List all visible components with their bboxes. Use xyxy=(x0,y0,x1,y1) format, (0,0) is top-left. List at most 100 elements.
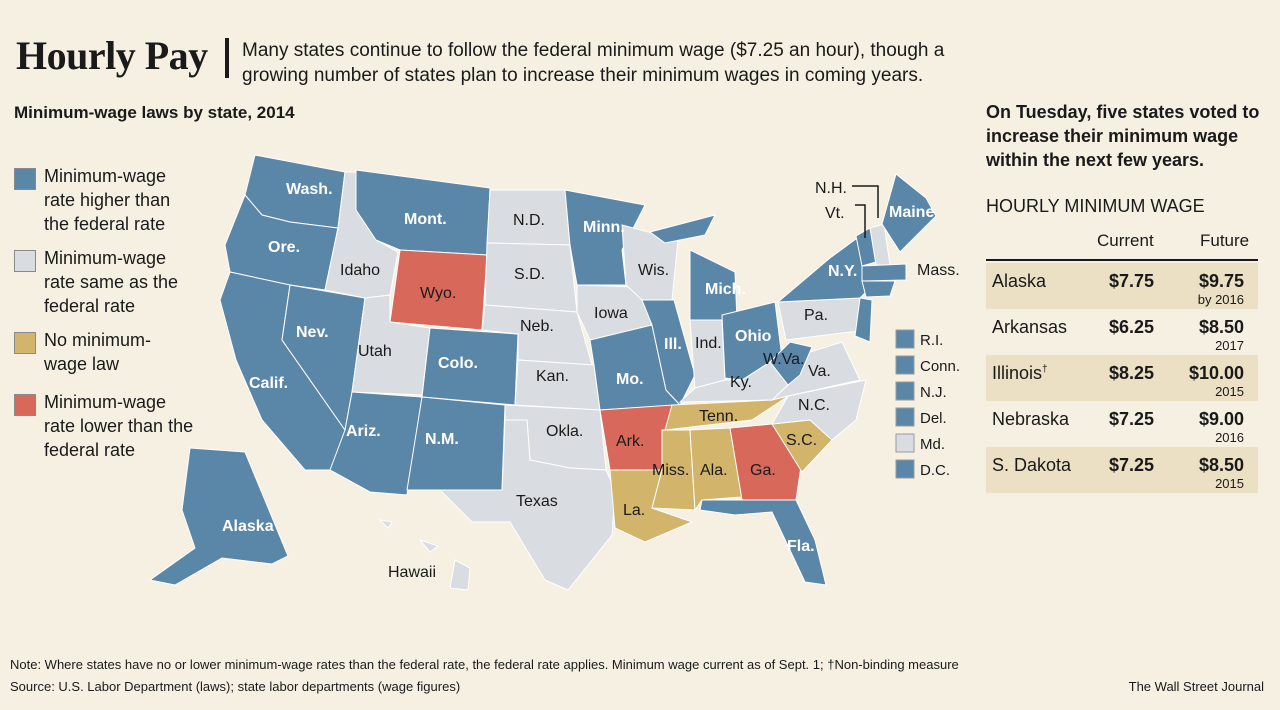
headline: Hourly Pay xyxy=(16,33,208,78)
current-wage: $7.25 xyxy=(1108,409,1154,429)
small-state-swatch xyxy=(895,329,915,349)
label-wash: Wash. xyxy=(286,181,333,198)
label-sc: S.C. xyxy=(786,432,817,449)
effective-year: 2016 xyxy=(1215,430,1244,445)
source-line: Source: U.S. Labor Department (laws); st… xyxy=(10,679,461,694)
vote-text: On Tuesday, five states voted to increas… xyxy=(986,102,1260,170)
state-fla xyxy=(699,499,827,586)
label-ark: Ark. xyxy=(616,433,644,450)
state-mass xyxy=(861,280,896,298)
state-ala xyxy=(689,427,743,512)
legend-swatch xyxy=(14,332,36,354)
state-mass xyxy=(861,263,907,282)
legend-swatch xyxy=(14,394,36,416)
label-nev: Nev. xyxy=(296,324,329,341)
label-kan: Kan. xyxy=(536,368,569,385)
label-ill: Ill. xyxy=(664,336,682,353)
small-state-label: N.J. xyxy=(920,384,947,401)
state-name: Illinois† xyxy=(992,363,1048,384)
state-name: Arkansas xyxy=(992,317,1067,338)
label-mass: Mass. xyxy=(917,262,960,279)
credit: The Wall Street Journal xyxy=(1128,679,1264,694)
legend-item-lower: Minimum-wage rate lower than the federal… xyxy=(14,390,194,462)
small-state-label: Md. xyxy=(920,436,945,453)
state-text: Nebraska xyxy=(992,409,1070,429)
label-idaho: Idaho xyxy=(340,262,380,279)
current-wage: $7.25 xyxy=(1108,455,1154,475)
footnote-mark: † xyxy=(1042,364,1048,375)
label-utah: Utah xyxy=(358,343,392,360)
label-calif: Calif. xyxy=(249,375,288,392)
current-wage: $7.75 xyxy=(1108,271,1154,291)
state-nj xyxy=(854,297,873,343)
small-state-label: D.C. xyxy=(920,462,950,479)
state-wva xyxy=(769,341,813,386)
legend-label: Minimum-wage rate lower than the federal… xyxy=(44,392,194,460)
state-name: S. Dakota xyxy=(992,455,1071,476)
state-text: Arkansas xyxy=(992,317,1068,337)
current-wage: $8.25 xyxy=(1108,363,1154,383)
small-state-label: R.I. xyxy=(920,332,943,349)
label-miss: Miss. xyxy=(652,462,689,479)
effective-year: 2017 xyxy=(1215,338,1244,353)
label-fla: Fla. xyxy=(787,538,815,555)
state-hawaii xyxy=(418,538,440,553)
state-name: Nebraska xyxy=(992,409,1069,430)
label-nc: N.C. xyxy=(798,397,830,414)
label-nm: N.M. xyxy=(425,431,459,448)
label-ore: Ore. xyxy=(268,239,300,256)
current-wage: $6.25 xyxy=(1108,317,1154,337)
table-row: Arkansas $6.25 $8.50 2017 xyxy=(986,309,1258,355)
legend-item-none: No minimum-wage law xyxy=(14,328,174,376)
leader-lines xyxy=(852,185,879,238)
label-tenn: Tenn. xyxy=(699,408,738,425)
title-divider xyxy=(225,38,229,78)
legend-label: Minimum-wage rate higher than the federa… xyxy=(44,166,171,234)
label-neb: Neb. xyxy=(520,318,554,335)
label-wis: Wis. xyxy=(638,262,669,279)
small-state-swatch xyxy=(895,433,915,453)
subtitle: Many states continue to follow the feder… xyxy=(242,40,945,86)
label-iowa: Iowa xyxy=(594,305,628,322)
label-minn: Minn. xyxy=(583,219,625,236)
label-mich: Mich. xyxy=(705,281,746,298)
state-nc xyxy=(771,379,867,441)
state-name: Alaska xyxy=(992,271,1046,292)
state-text: S. Dakota xyxy=(992,455,1072,475)
label-ky: Ky. xyxy=(730,374,752,391)
state-text: Illinois xyxy=(992,363,1043,383)
small-state-swatch xyxy=(895,381,915,401)
label-ga: Ga. xyxy=(750,462,776,479)
column-header-future: Future xyxy=(1200,231,1250,250)
small-state-swatch xyxy=(895,459,915,479)
future-wage: $8.50 xyxy=(1198,317,1244,337)
label-ohio: Ohio xyxy=(735,328,772,345)
label-sd: S.D. xyxy=(514,266,545,283)
label-ny: N.Y. xyxy=(828,263,857,280)
header-rule xyxy=(986,259,1258,261)
future-wage: $10.00 xyxy=(1188,363,1244,383)
legend-item-higher: Minimum-wage rate higher than the federa… xyxy=(14,164,194,236)
table-row: Alaska $7.75 $9.75 by 2016 xyxy=(986,263,1258,309)
small-state-swatch xyxy=(895,407,915,427)
label-la: La. xyxy=(623,502,645,519)
state-text: Alaska xyxy=(992,271,1047,291)
effective-year: 2015 xyxy=(1215,384,1244,399)
future-wage: $8.50 xyxy=(1198,455,1244,475)
label-hawaii: Hawaii xyxy=(388,564,436,581)
map-title: Minimum-wage laws by state, 2014 xyxy=(14,103,295,122)
label-ind: Ind. xyxy=(695,335,722,352)
legend-label: No minimum-wage law xyxy=(44,330,152,374)
label-wyo: Wyo. xyxy=(420,285,456,302)
label-nd: N.D. xyxy=(513,212,545,229)
label-pa: Pa. xyxy=(804,307,828,324)
legend-swatch xyxy=(14,168,36,190)
label-va: Va. xyxy=(808,363,831,380)
effective-year: by 2016 xyxy=(1197,292,1244,307)
state-tenn xyxy=(664,394,791,431)
legend-swatch xyxy=(14,250,36,272)
table-row: S. Dakota $7.25 $8.50 2015 xyxy=(986,447,1258,493)
column-header-current: Current xyxy=(1097,231,1154,250)
